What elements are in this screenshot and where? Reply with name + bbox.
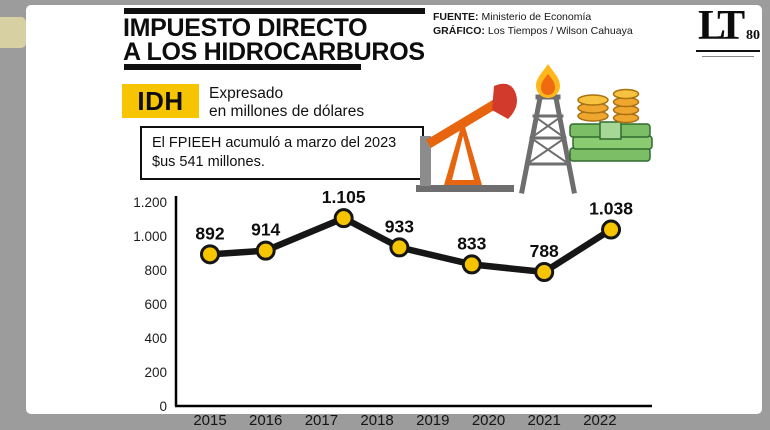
svg-text:2021: 2021: [528, 412, 561, 429]
title-rule-bottom: [124, 64, 361, 70]
chart-subtitle-line2: en millones de dólares: [209, 102, 365, 120]
page-title-line2: A LOS HIDROCARBUROS: [123, 38, 425, 66]
chart-value-labels: 892 914 1.105 933 833 788 1.038: [195, 187, 633, 261]
svg-text:2017: 2017: [305, 412, 338, 429]
pumpjack-icon: [416, 83, 517, 192]
svg-text:1.105: 1.105: [322, 187, 366, 207]
chart-year-labels: 2015 2016 2017 2018 2019 2020 2021 2022: [193, 412, 616, 429]
lt-logo: LT 80: [690, 3, 766, 62]
svg-text:933: 933: [385, 216, 414, 236]
illustrations: [416, 64, 653, 194]
svg-text:2022: 2022: [583, 412, 616, 429]
svg-text:788: 788: [530, 241, 559, 261]
svg-text:2020: 2020: [472, 412, 505, 429]
svg-text:2019: 2019: [416, 412, 449, 429]
svg-text:1.200: 1.200: [133, 195, 167, 210]
title-rule-top: [124, 8, 425, 14]
chart-subtitle-line1: Expresado: [209, 85, 284, 102]
credit-label: GRÁFICO:: [433, 24, 485, 37]
svg-text:2016: 2016: [249, 412, 282, 429]
svg-text:1.038: 1.038: [589, 199, 633, 219]
svg-text:1.000: 1.000: [133, 229, 167, 244]
source-label: FUENTE:: [433, 11, 479, 23]
lt-logo-rule-2: [702, 55, 754, 57]
source-line: FUENTE: Ministerio de Economía: [433, 11, 633, 25]
chart-ytick-labels: 0 200 400 600 800 1.000 1.200: [133, 195, 167, 414]
lt-logo-rule: [696, 50, 760, 52]
flame-icon: [536, 64, 560, 98]
svg-text:2018: 2018: [360, 412, 393, 429]
lt-logo-text: LT: [698, 3, 745, 49]
source-value: Ministerio de Economía: [481, 11, 592, 23]
lt-logo-anniversary: 80: [746, 28, 760, 43]
svg-text:0: 0: [159, 399, 167, 414]
bills: [569, 121, 653, 162]
note-line1: El FPIEEH acumuló a marzo del 2023: [152, 135, 397, 151]
svg-text:833: 833: [457, 233, 486, 253]
note-box: El FPIEEH acumuló a marzo del 2023 $us 5…: [140, 126, 424, 180]
note-line2: $us 541 millones.: [152, 153, 265, 170]
coins-icon: [577, 88, 640, 124]
svg-text:200: 200: [144, 365, 167, 380]
svg-text:400: 400: [144, 331, 167, 346]
background-artifact: [0, 17, 26, 48]
chart-subtitle: Expresado en millones de dólares: [209, 85, 364, 120]
svg-text:892: 892: [195, 223, 224, 243]
credit-line: GRÁFICO: Los Tiempos / Wilson Cahuaya: [433, 25, 633, 39]
svg-text:800: 800: [144, 263, 167, 278]
svg-text:600: 600: [144, 297, 167, 312]
idh-badge: IDH: [122, 84, 199, 118]
svg-text:914: 914: [251, 220, 280, 240]
panel: [26, 5, 762, 414]
credit-value: Los Tiempos / Wilson Cahuaya: [487, 24, 633, 37]
money-icon: [569, 88, 653, 162]
page-title-line1: IMPUESTO DIRECTO: [123, 14, 368, 42]
svg-text:2015: 2015: [193, 412, 226, 429]
chart-markers: [200, 208, 622, 283]
chart-axes: [174, 196, 652, 408]
credits: FUENTE: Ministerio de Economía GRÁFICO: Lo…: [433, 11, 633, 38]
